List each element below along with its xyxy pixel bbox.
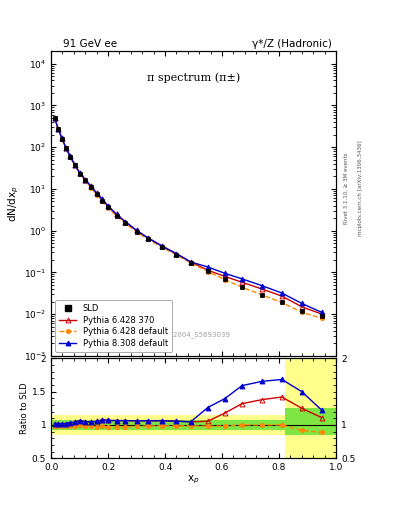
Text: 91 GeV ee: 91 GeV ee bbox=[63, 38, 117, 49]
Y-axis label: dN/dx$_p$: dN/dx$_p$ bbox=[7, 185, 21, 222]
Y-axis label: Ratio to SLD: Ratio to SLD bbox=[20, 382, 29, 434]
Text: SLD_2004_S5693039: SLD_2004_S5693039 bbox=[156, 331, 231, 337]
X-axis label: x$_p$: x$_p$ bbox=[187, 474, 200, 486]
Text: γ*/Z (Hadronic): γ*/Z (Hadronic) bbox=[252, 38, 332, 49]
Text: π spectrum (π±): π spectrum (π±) bbox=[147, 73, 240, 83]
Text: Rivet 3.1.10, ≥ 3M events: Rivet 3.1.10, ≥ 3M events bbox=[344, 153, 349, 224]
Text: mcplots.cern.ch [arXiv:1306.3436]: mcplots.cern.ch [arXiv:1306.3436] bbox=[358, 140, 363, 236]
Legend: SLD, Pythia 6.428 370, Pythia 6.428 default, Pythia 8.308 default: SLD, Pythia 6.428 370, Pythia 6.428 defa… bbox=[55, 300, 172, 352]
